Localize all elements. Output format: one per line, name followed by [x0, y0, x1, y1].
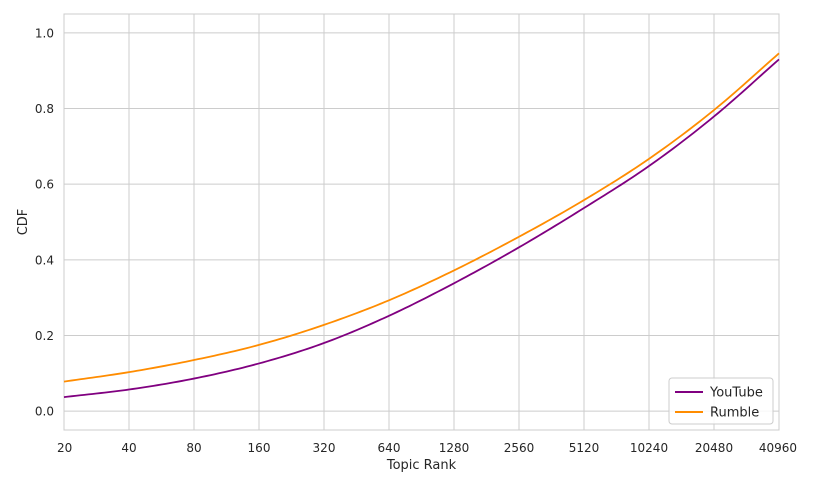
x-tick-label: 5120: [569, 441, 600, 455]
y-tick-label: 0.4: [35, 253, 54, 267]
x-tick-label: 2560: [504, 441, 535, 455]
x-axis-label: Topic Rank: [386, 458, 457, 473]
plot-frame: [63, 13, 780, 431]
plot-background: [64, 14, 779, 430]
y-tick-label: 1.0: [35, 26, 54, 40]
y-axis-label: CDF: [16, 209, 31, 236]
x-tick-label: 20: [57, 441, 72, 455]
y-tick-label: 0.8: [35, 102, 54, 116]
series-lines: [63, 52, 780, 398]
legend-label-rumble: Rumble: [710, 406, 759, 421]
y-tick-label: 0.2: [35, 329, 54, 343]
x-tick-label: 640: [378, 441, 401, 455]
x-tick-label: 40960: [759, 441, 797, 455]
legend-label-youtube: YouTube: [709, 386, 763, 401]
x-tick-label: 160: [248, 441, 271, 455]
x-tick-label: 1280: [439, 441, 470, 455]
x-tick-label: 10240: [630, 441, 668, 455]
x-tick-label: 320: [313, 441, 336, 455]
series-line-youtube: [63, 58, 780, 398]
legend: YouTube Rumble: [668, 377, 774, 425]
x-tick-label: 40: [121, 441, 136, 455]
y-tick-label: 0.0: [35, 405, 54, 419]
axis-ticks: 20 40 80 160 320 640 1280 2560 5120 10240 20480 409…: [35, 26, 797, 455]
series-line-rumble: [63, 52, 780, 383]
x-tick-label: 80: [186, 441, 201, 455]
y-tick-label: 0.6: [35, 178, 54, 192]
x-tick-label: 20480: [695, 441, 733, 455]
